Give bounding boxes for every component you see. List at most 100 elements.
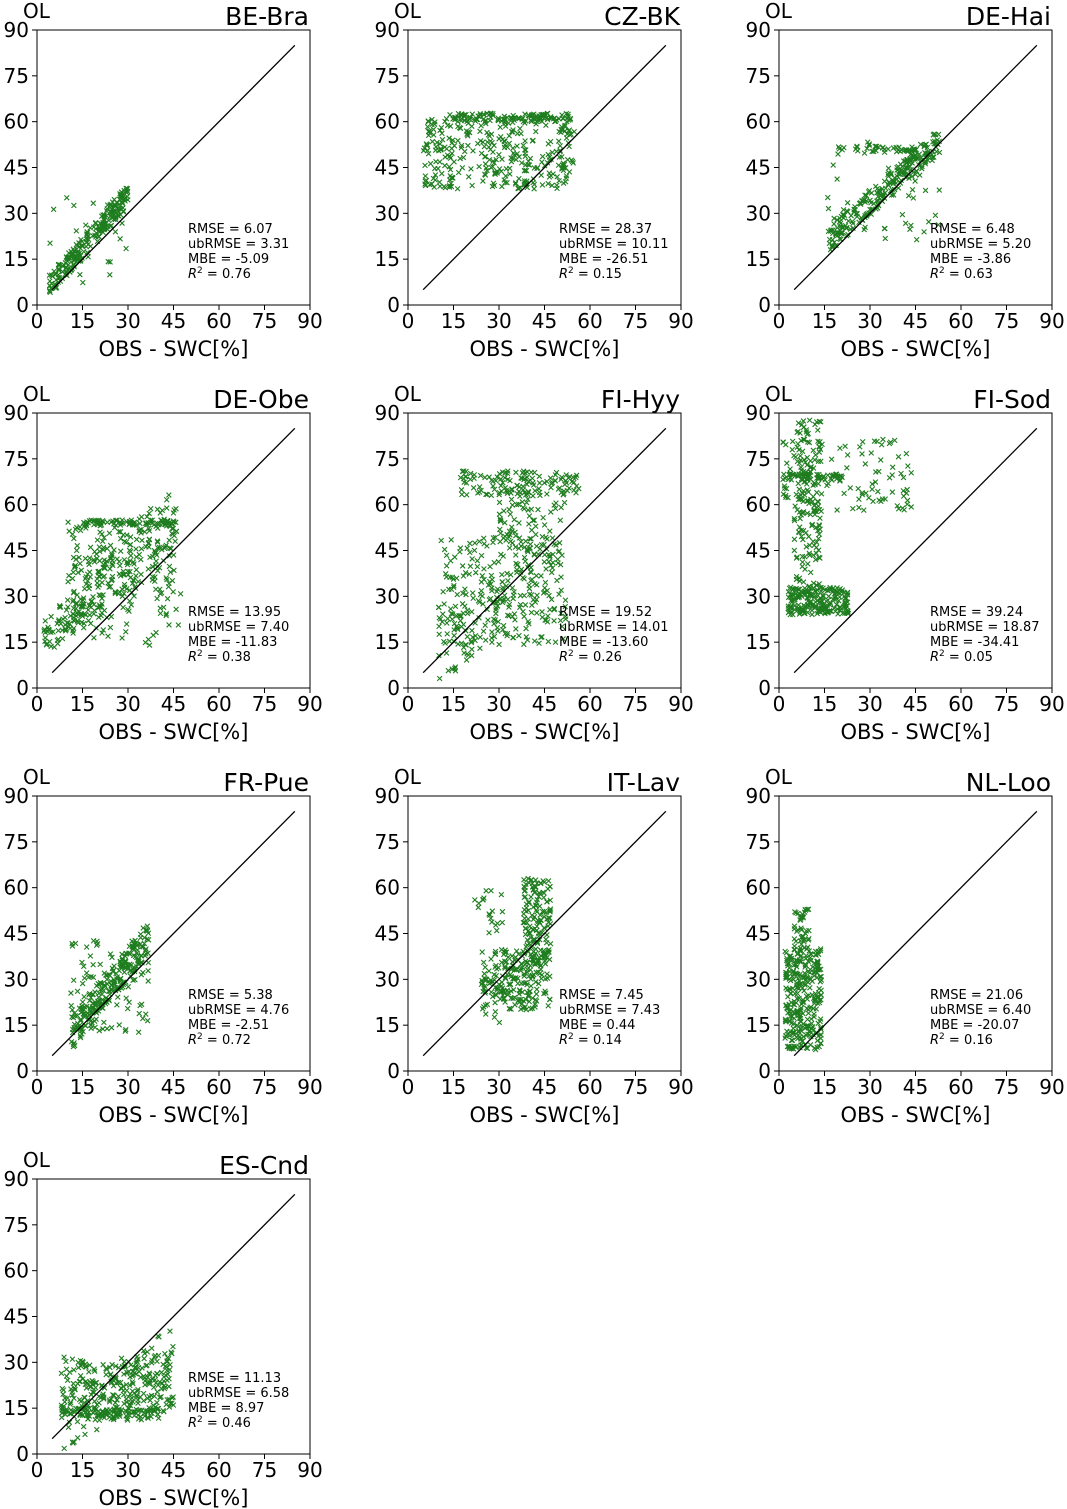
x-tick-label: 60 (577, 309, 602, 333)
scatter-point (84, 229, 90, 235)
scatter-point (514, 561, 521, 568)
stat-text: MBE = -5.09 (188, 252, 269, 267)
scatter-point (508, 158, 515, 165)
scatter-point (526, 585, 533, 592)
scatter-point (528, 577, 534, 584)
scatter-point (481, 112, 487, 118)
x-tick-label: 60 (948, 692, 973, 716)
scatter-point (520, 115, 526, 121)
scatter-point (173, 528, 180, 535)
scatter-point (476, 163, 482, 170)
scatter-point (469, 182, 475, 189)
scatter-point (492, 999, 498, 1006)
y-tick-label: 0 (387, 293, 400, 317)
scatter-point (506, 165, 513, 172)
scatter-point (922, 187, 929, 194)
scatter-point (70, 554, 77, 561)
scatter-point (910, 195, 917, 201)
scatter-point (501, 519, 508, 526)
scatter-point (866, 187, 873, 194)
scatter-point (488, 572, 495, 579)
scatter-point (555, 162, 562, 169)
scatter-point (158, 517, 165, 524)
scatter-point (479, 573, 486, 579)
scatter-point (490, 483, 496, 489)
scatter-point (146, 528, 153, 534)
scatter-point (57, 261, 63, 268)
scatter-point (114, 1002, 120, 1008)
scatter-point (921, 229, 927, 235)
scatter-point (547, 552, 553, 559)
scatter-point (856, 219, 862, 226)
scatter-point (453, 623, 460, 630)
scatter-point (111, 547, 117, 553)
scatter-point (509, 502, 516, 508)
scatter-point (796, 486, 803, 493)
scatter-point (494, 474, 500, 480)
scatter-point (497, 517, 504, 524)
scatter-point (436, 615, 443, 621)
x-tick-label: 75 (252, 1458, 277, 1482)
y-tick-label: 0 (16, 293, 29, 317)
scatter-point (789, 438, 796, 445)
scatter-point (70, 977, 77, 984)
scatter-point (444, 615, 451, 622)
x-tick-label: 0 (773, 1075, 786, 1099)
scatter-point (530, 115, 536, 122)
scatter-point (805, 533, 812, 540)
scatter-point (824, 194, 831, 201)
scatter-point (922, 159, 928, 165)
scatter-point (863, 192, 870, 199)
site-title: BE-Bra (225, 2, 309, 31)
stat-text: MBE = -2.51 (188, 1018, 269, 1033)
scatter-point (506, 140, 513, 147)
y-tick-label: 90 (4, 18, 29, 42)
scatter-points (68, 923, 152, 1050)
scatter-point (784, 460, 790, 467)
scatter-point (126, 999, 132, 1006)
x-tick-label: 60 (577, 692, 602, 716)
scatter-point (48, 643, 54, 650)
scatter-point (69, 1356, 76, 1362)
scatter-point (864, 139, 871, 145)
scatter-point (516, 154, 522, 160)
stat-text: ubRMSE = 14.01 (559, 620, 669, 635)
scatter-point (921, 142, 928, 149)
scatter-point (812, 599, 819, 605)
stat-text: ubRMSE = 7.40 (188, 620, 289, 635)
scatter-point (484, 491, 490, 498)
scatter-point (80, 624, 87, 631)
scatter-point (163, 1401, 170, 1408)
scatter-point (496, 151, 502, 158)
scatter-point (542, 579, 549, 586)
scatter-point (546, 170, 553, 176)
scatter-point (864, 145, 870, 152)
scatter-point (811, 1011, 817, 1017)
scatter-point (526, 513, 533, 519)
scatter-point (531, 186, 537, 192)
scatter-point (506, 545, 513, 551)
scatter-point (157, 605, 164, 612)
scatter-point (459, 164, 466, 171)
x-tick-label: 30 (115, 1458, 140, 1482)
scatter-point (127, 541, 134, 548)
stat-text: ubRMSE = 10.11 (559, 237, 669, 252)
scatter-point (109, 562, 116, 569)
scatter-point (439, 136, 446, 143)
scatter-point (848, 212, 854, 219)
scatter-point (469, 123, 475, 130)
scatter-point (903, 490, 910, 496)
scatter-point (141, 529, 148, 535)
scatter-point (422, 181, 428, 187)
scatter-point (541, 162, 548, 169)
y-tick-label: 60 (375, 876, 400, 900)
scatter-point (127, 568, 133, 575)
scatter-point (86, 582, 93, 589)
scatter-point (149, 517, 156, 524)
scatter-point (857, 444, 863, 450)
scatter-point (92, 989, 98, 995)
scatter-point (528, 469, 535, 476)
scatter-points (780, 417, 915, 618)
scatter-point (470, 485, 477, 491)
scatter-point (548, 484, 554, 491)
